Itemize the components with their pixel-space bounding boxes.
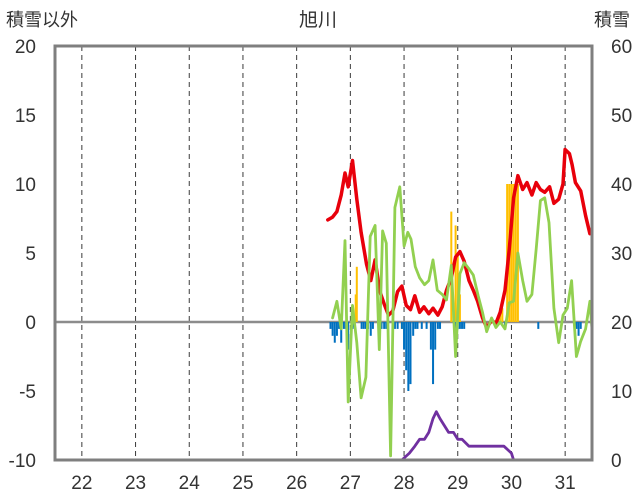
- bar-1-0: [329, 322, 331, 329]
- x-tick-label: 23: [125, 473, 146, 494]
- left-tick-label: 5: [25, 244, 36, 265]
- bar-0-4: [455, 225, 457, 322]
- bar-1-22: [401, 322, 403, 329]
- bar-1-27: [412, 322, 414, 336]
- right-tick-label: 40: [611, 175, 632, 196]
- bar-1-26: [409, 322, 411, 384]
- x-tick-label: 26: [286, 473, 307, 494]
- left-axis-label: 積雪以外: [6, 10, 78, 30]
- x-tick-label: 28: [393, 473, 414, 494]
- x-tick-label: 31: [555, 473, 576, 494]
- right-tick-label: 30: [611, 244, 632, 265]
- left-tick-label: 20: [15, 37, 36, 58]
- bar-1-43: [537, 322, 539, 329]
- bar-1-23: [403, 322, 405, 350]
- x-tick-label: 22: [71, 473, 92, 494]
- bar-1-34: [434, 322, 436, 350]
- bar-1-41: [463, 322, 465, 329]
- left-tick-label: 15: [15, 106, 36, 127]
- right-tick-label: 50: [611, 106, 632, 127]
- bar-1-24: [405, 322, 407, 370]
- bar-1-3: [336, 322, 338, 336]
- bar-1-6: [343, 322, 345, 329]
- bar-1-36: [439, 322, 441, 329]
- x-tick-label: 30: [501, 473, 522, 494]
- bar-1-17: [383, 322, 385, 329]
- bar-1-11: [363, 322, 365, 329]
- bar-1-32: [430, 322, 432, 350]
- bar-1-25: [407, 322, 409, 391]
- bar-1-35: [437, 322, 439, 329]
- bar-1-30: [421, 322, 423, 329]
- bar-0-13: [515, 184, 517, 322]
- bar-1-39: [459, 322, 461, 329]
- bar-1-14: [370, 322, 372, 336]
- axis-ticks: -10 -5 0 5 10 15 20 0 10 20 30 40 50 60 22 23 24 25 26 27 28…: [9, 37, 633, 494]
- series-line-2: [328, 412, 592, 460]
- bar-1-2: [334, 322, 336, 343]
- right-tick-label: 60: [611, 37, 632, 58]
- x-tick-label: 24: [179, 473, 201, 494]
- bar-1-10: [361, 322, 363, 329]
- bar-1-29: [416, 322, 418, 329]
- left-tick-label: 0: [25, 313, 36, 334]
- bar-1-40: [461, 322, 463, 329]
- bar-1-15: [372, 322, 374, 329]
- bar-1-45: [578, 322, 580, 336]
- bar-1-46: [580, 322, 582, 329]
- bar-1-31: [426, 322, 428, 329]
- left-tick-label: -5: [19, 382, 36, 403]
- x-tick-label: 27: [340, 473, 361, 494]
- chart-title: 旭川: [299, 9, 337, 31]
- bar-0-1: [356, 267, 358, 322]
- right-tick-label: 10: [611, 382, 632, 403]
- bar-1-28: [414, 322, 416, 329]
- left-tick-label: -10: [9, 451, 36, 472]
- x-tick-label: 25: [232, 473, 253, 494]
- x-tick-label: 29: [447, 473, 468, 494]
- bar-1-33: [432, 322, 434, 384]
- right-axis-label: 積雪: [594, 10, 630, 30]
- bar-1-1: [332, 322, 334, 336]
- right-tick-label: 20: [611, 313, 632, 334]
- right-tick-label: 0: [611, 451, 622, 472]
- bar-1-21: [397, 322, 399, 329]
- left-tick-label: 10: [15, 175, 36, 196]
